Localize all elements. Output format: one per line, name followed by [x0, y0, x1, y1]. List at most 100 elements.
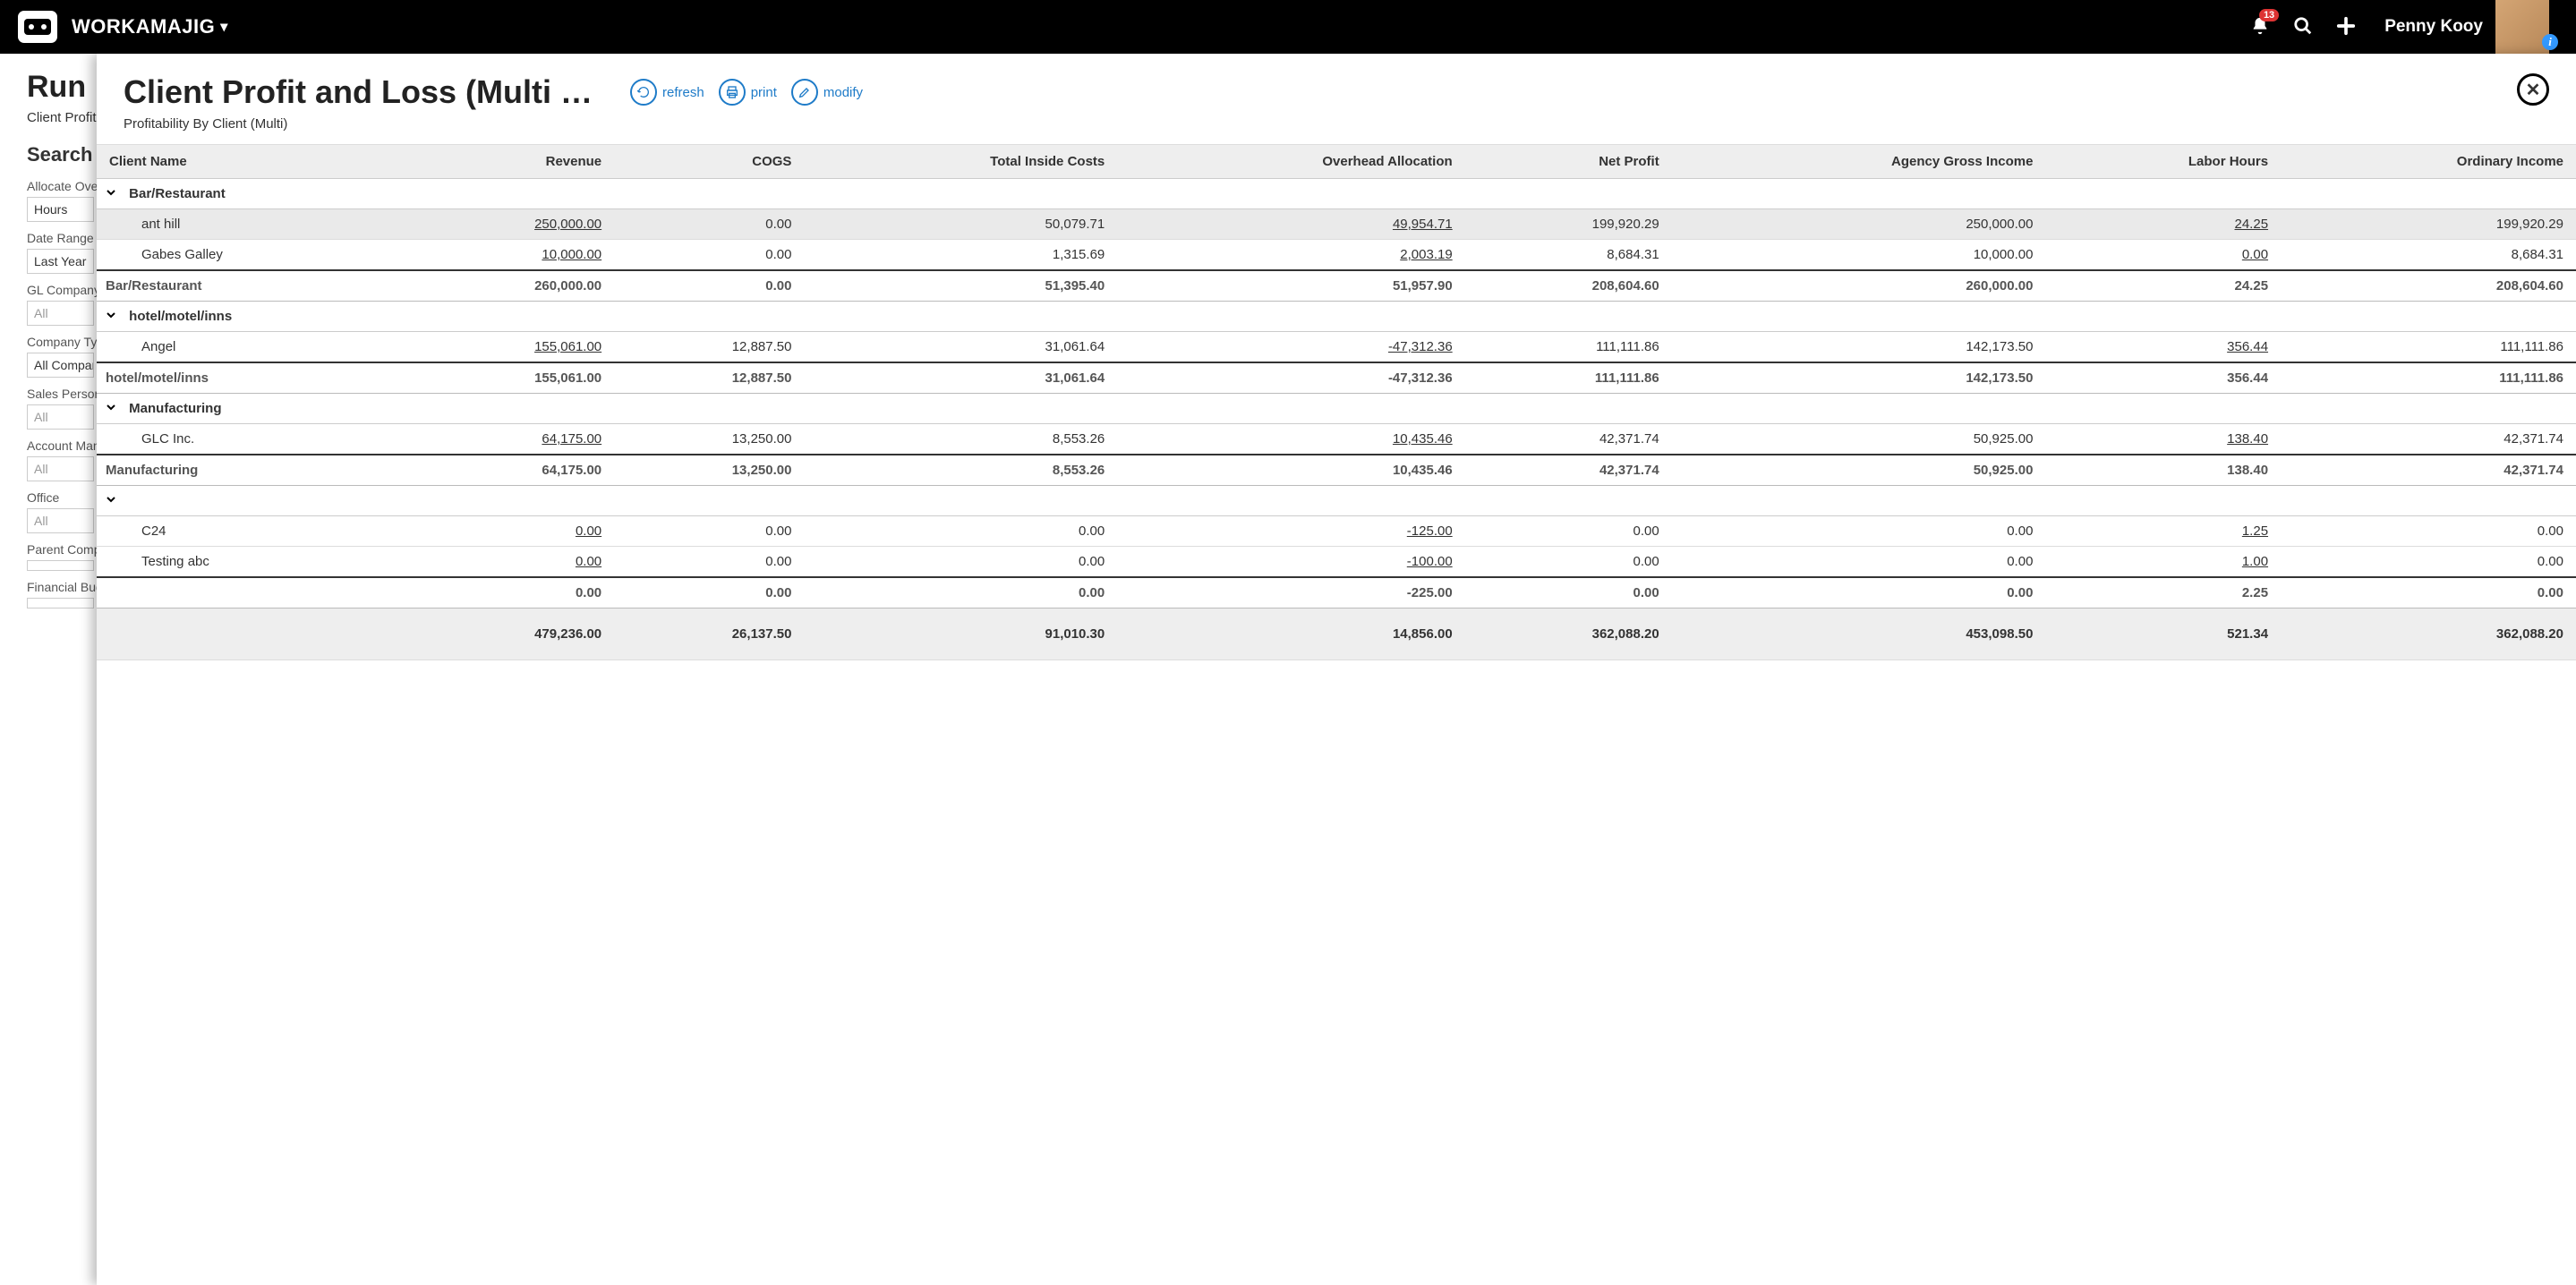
filter-input[interactable]: [27, 598, 94, 608]
filter-label: Allocate Ove: [27, 179, 98, 193]
modify-label: modify: [823, 85, 863, 100]
avatar[interactable]: [2495, 0, 2549, 54]
value-cell: 0.00: [1465, 577, 1672, 608]
column-header[interactable]: Labor Hours: [2045, 145, 2281, 179]
filter-input[interactable]: All: [27, 508, 94, 533]
client-name-cell: Manufacturing: [97, 455, 407, 486]
client-name-cell: [97, 608, 407, 660]
value-cell: 8,684.31: [2281, 240, 2576, 271]
add-icon[interactable]: [2336, 16, 2356, 38]
group-row[interactable]: [97, 486, 2576, 516]
filter-input[interactable]: All: [27, 404, 94, 430]
filter-input[interactable]: All: [27, 301, 94, 326]
table-row[interactable]: GLC Inc.64,175.0013,250.008,553.2610,435…: [97, 424, 2576, 455]
value-cell[interactable]: 0.00: [2045, 240, 2281, 271]
chevron-down-icon[interactable]: [106, 493, 122, 508]
brand-menu[interactable]: WORKAMAJIG ▾: [72, 15, 228, 38]
column-header[interactable]: Overhead Allocation: [1117, 145, 1464, 179]
filter-input[interactable]: Hours: [27, 197, 94, 222]
value-cell[interactable]: 155,061.00: [407, 332, 614, 363]
table-row[interactable]: Testing abc0.000.000.00-100.000.000.001.…: [97, 547, 2576, 578]
value-cell[interactable]: 24.25: [2045, 209, 2281, 240]
filter-input[interactable]: Last Year: [27, 249, 94, 274]
value-cell: 12,887.50: [614, 362, 804, 394]
value-cell: 50,925.00: [1672, 424, 2046, 455]
value-cell[interactable]: -47,312.36: [1117, 332, 1464, 363]
refresh-button[interactable]: refresh: [630, 79, 713, 106]
app-logo[interactable]: [18, 11, 57, 43]
column-header[interactable]: COGS: [614, 145, 804, 179]
table-row[interactable]: Angel155,061.0012,887.5031,061.64-47,312…: [97, 332, 2576, 363]
info-icon[interactable]: i: [2542, 34, 2558, 50]
value-cell: 199,920.29: [2281, 209, 2576, 240]
username-label[interactable]: Penny Kooy: [2384, 17, 2483, 37]
group-name: hotel/motel/inns: [129, 309, 232, 324]
value-cell[interactable]: 356.44: [2045, 332, 2281, 363]
value-cell[interactable]: 250,000.00: [407, 209, 614, 240]
subtotal-row: 0.000.000.00-225.000.000.002.250.00: [97, 577, 2576, 608]
value-cell[interactable]: -100.00: [1117, 547, 1464, 578]
value-cell[interactable]: 10,435.46: [1117, 424, 1464, 455]
column-header[interactable]: Client Name: [97, 145, 407, 179]
value-cell[interactable]: -125.00: [1117, 516, 1464, 547]
filter-input[interactable]: [27, 560, 94, 571]
chevron-down-icon[interactable]: [106, 401, 122, 416]
column-header[interactable]: Ordinary Income: [2281, 145, 2576, 179]
group-row[interactable]: Manufacturing: [97, 394, 2576, 424]
value-cell[interactable]: 10,000.00: [407, 240, 614, 271]
column-header[interactable]: Total Inside Costs: [804, 145, 1117, 179]
group-name: Manufacturing: [129, 401, 221, 416]
search-icon[interactable]: [2293, 16, 2313, 38]
value-cell[interactable]: 2,003.19: [1117, 240, 1464, 271]
value-cell: 10,000.00: [1672, 240, 2046, 271]
table-row[interactable]: Gabes Galley10,000.000.001,315.692,003.1…: [97, 240, 2576, 271]
value-cell: 13,250.00: [614, 455, 804, 486]
value-cell: 26,137.50: [614, 608, 804, 660]
value-cell[interactable]: 1.00: [2045, 547, 2281, 578]
client-name-cell: GLC Inc.: [97, 424, 407, 455]
close-button[interactable]: ✕: [2517, 73, 2549, 106]
value-cell[interactable]: 0.00: [407, 516, 614, 547]
chevron-down-icon[interactable]: [106, 309, 122, 324]
filter-label: Sales Person: [27, 387, 98, 401]
value-cell: 0.00: [614, 547, 804, 578]
value-cell[interactable]: 138.40: [2045, 424, 2281, 455]
column-header[interactable]: Revenue: [407, 145, 614, 179]
value-cell: 0.00: [1465, 516, 1672, 547]
print-button[interactable]: print: [719, 79, 786, 106]
chevron-down-icon: ▾: [220, 18, 228, 36]
value-cell: 111,111.86: [1465, 332, 1672, 363]
value-cell[interactable]: 0.00: [407, 547, 614, 578]
client-name-cell: Angel: [97, 332, 407, 363]
notifications-icon[interactable]: 13: [2250, 16, 2270, 38]
value-cell: 42,371.74: [2281, 424, 2576, 455]
value-cell: 142,173.50: [1672, 332, 2046, 363]
value-cell: 51,957.90: [1117, 270, 1464, 302]
value-cell: 13,250.00: [614, 424, 804, 455]
value-cell: 138.40: [2045, 455, 2281, 486]
column-header[interactable]: Net Profit: [1465, 145, 1672, 179]
modify-button[interactable]: modify: [791, 79, 872, 106]
value-cell: -47,312.36: [1117, 362, 1464, 394]
value-cell: 64,175.00: [407, 455, 614, 486]
chevron-down-icon[interactable]: [106, 186, 122, 201]
value-cell: 8,553.26: [804, 455, 1117, 486]
value-cell: 42,371.74: [2281, 455, 2576, 486]
table-row[interactable]: ant hill250,000.000.0050,079.7149,954.71…: [97, 209, 2576, 240]
value-cell: 521.34: [2045, 608, 2281, 660]
group-row[interactable]: hotel/motel/inns: [97, 302, 2576, 332]
filter-label: Account Man: [27, 438, 98, 453]
value-cell: 14,856.00: [1117, 608, 1464, 660]
value-cell[interactable]: 1.25: [2045, 516, 2281, 547]
value-cell: 0.00: [614, 516, 804, 547]
value-cell[interactable]: 49,954.71: [1117, 209, 1464, 240]
filter-label: Company Ty: [27, 335, 98, 349]
value-cell: 8,553.26: [804, 424, 1117, 455]
table-row[interactable]: C240.000.000.00-125.000.000.001.250.00: [97, 516, 2576, 547]
value-cell[interactable]: 64,175.00: [407, 424, 614, 455]
value-cell: 0.00: [1465, 547, 1672, 578]
group-row[interactable]: Bar/Restaurant: [97, 179, 2576, 209]
filter-input[interactable]: All Compan: [27, 353, 94, 378]
column-header[interactable]: Agency Gross Income: [1672, 145, 2046, 179]
filter-input[interactable]: All: [27, 456, 94, 481]
